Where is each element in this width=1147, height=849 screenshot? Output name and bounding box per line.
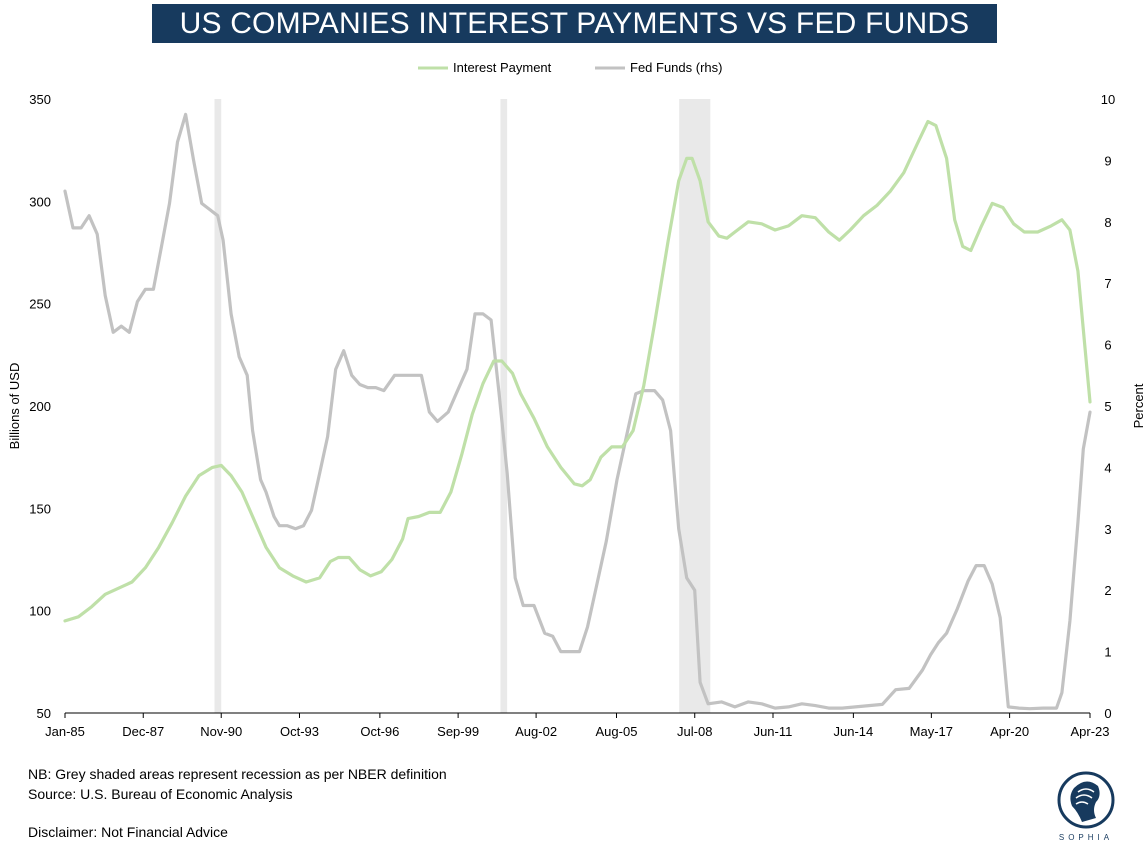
x-tick-label: Dec-87: [122, 724, 164, 739]
x-tick-label: Jan-85: [45, 724, 85, 739]
x-tick-label: Oct-96: [360, 724, 399, 739]
y-tick-label-right: 9: [1104, 153, 1111, 168]
x-tick-label: Jul-08: [677, 724, 712, 739]
x-tick-label: Jun-14: [834, 724, 874, 739]
recession-bands: [214, 99, 711, 713]
sophia-head-icon: SOPHIA: [1057, 771, 1115, 842]
legend-label-fed-funds: Fed Funds (rhs): [630, 60, 722, 75]
y-tick-label-right: 6: [1104, 338, 1111, 353]
x-tick-label: Nov-90: [200, 724, 242, 739]
y-tick-label-right: 1: [1104, 645, 1111, 660]
y-tick-label-right: 7: [1104, 276, 1111, 291]
x-tick-label: Jun-11: [754, 724, 793, 739]
y-tick-label-right: 0: [1104, 706, 1111, 721]
y-tick-label-left: 50: [37, 706, 51, 721]
x-tick-label: Oct-93: [280, 724, 319, 739]
y-tick-label-left: 350: [29, 92, 51, 107]
y-tick-label-left: 150: [29, 501, 51, 516]
x-tick-label: Aug-05: [596, 724, 638, 739]
x-tick-label: Apr-20: [990, 724, 1029, 739]
source-note: Source: U.S. Bureau of Economic Analysis: [28, 786, 293, 802]
y-tick-label-right: 8: [1104, 215, 1111, 230]
y-tick-label-left: 100: [29, 604, 51, 619]
x-tick-label: Aug-02: [515, 724, 557, 739]
series-lines: [63, 112, 1092, 711]
recession-band: [679, 99, 711, 713]
x-tick-label: May-17: [910, 724, 953, 739]
y-axis-label-left: Billions of USD: [7, 363, 22, 450]
y-tick-label-right: 2: [1104, 583, 1111, 598]
y-tick-label-left: 300: [29, 194, 51, 209]
disclaimer-note: Disclaimer: Not Financial Advice: [28, 824, 228, 840]
y-tick-label-right: 5: [1104, 399, 1111, 414]
x-tick-label: Apr-23: [1070, 724, 1109, 739]
sophia-logo: SOPHIA: [1052, 766, 1130, 844]
y-tick-label-right: 3: [1104, 522, 1111, 537]
legend-label-interest-payment: Interest Payment: [453, 60, 552, 75]
recession-band: [214, 99, 222, 713]
x-tick-label: Sep-99: [437, 724, 479, 739]
y-tick-label-left: 250: [29, 297, 51, 312]
y-tick-label-right: 4: [1104, 460, 1111, 475]
y-tick-label-right: 10: [1101, 92, 1115, 107]
y-tick-label-left: 200: [29, 399, 51, 414]
y-axis-label-right: Percent: [1131, 383, 1146, 428]
logo-text: SOPHIA: [1059, 833, 1113, 842]
axes: Jan-85 Dec-87 Nov-90 Oct-93 Oct-96 Sep-99 Aug-…: [29, 92, 1115, 739]
fed-funds-line: [63, 112, 1092, 711]
recession-band: [500, 99, 508, 713]
chart-title: US COMPANIES INTEREST PAYMENTS VS FED FU…: [152, 4, 997, 79]
recession-note: NB: Grey shaded areas represent recessio…: [28, 766, 447, 782]
interest-payment-line: [63, 119, 1092, 623]
legend: Interest Payment Fed Funds (rhs): [418, 60, 722, 75]
